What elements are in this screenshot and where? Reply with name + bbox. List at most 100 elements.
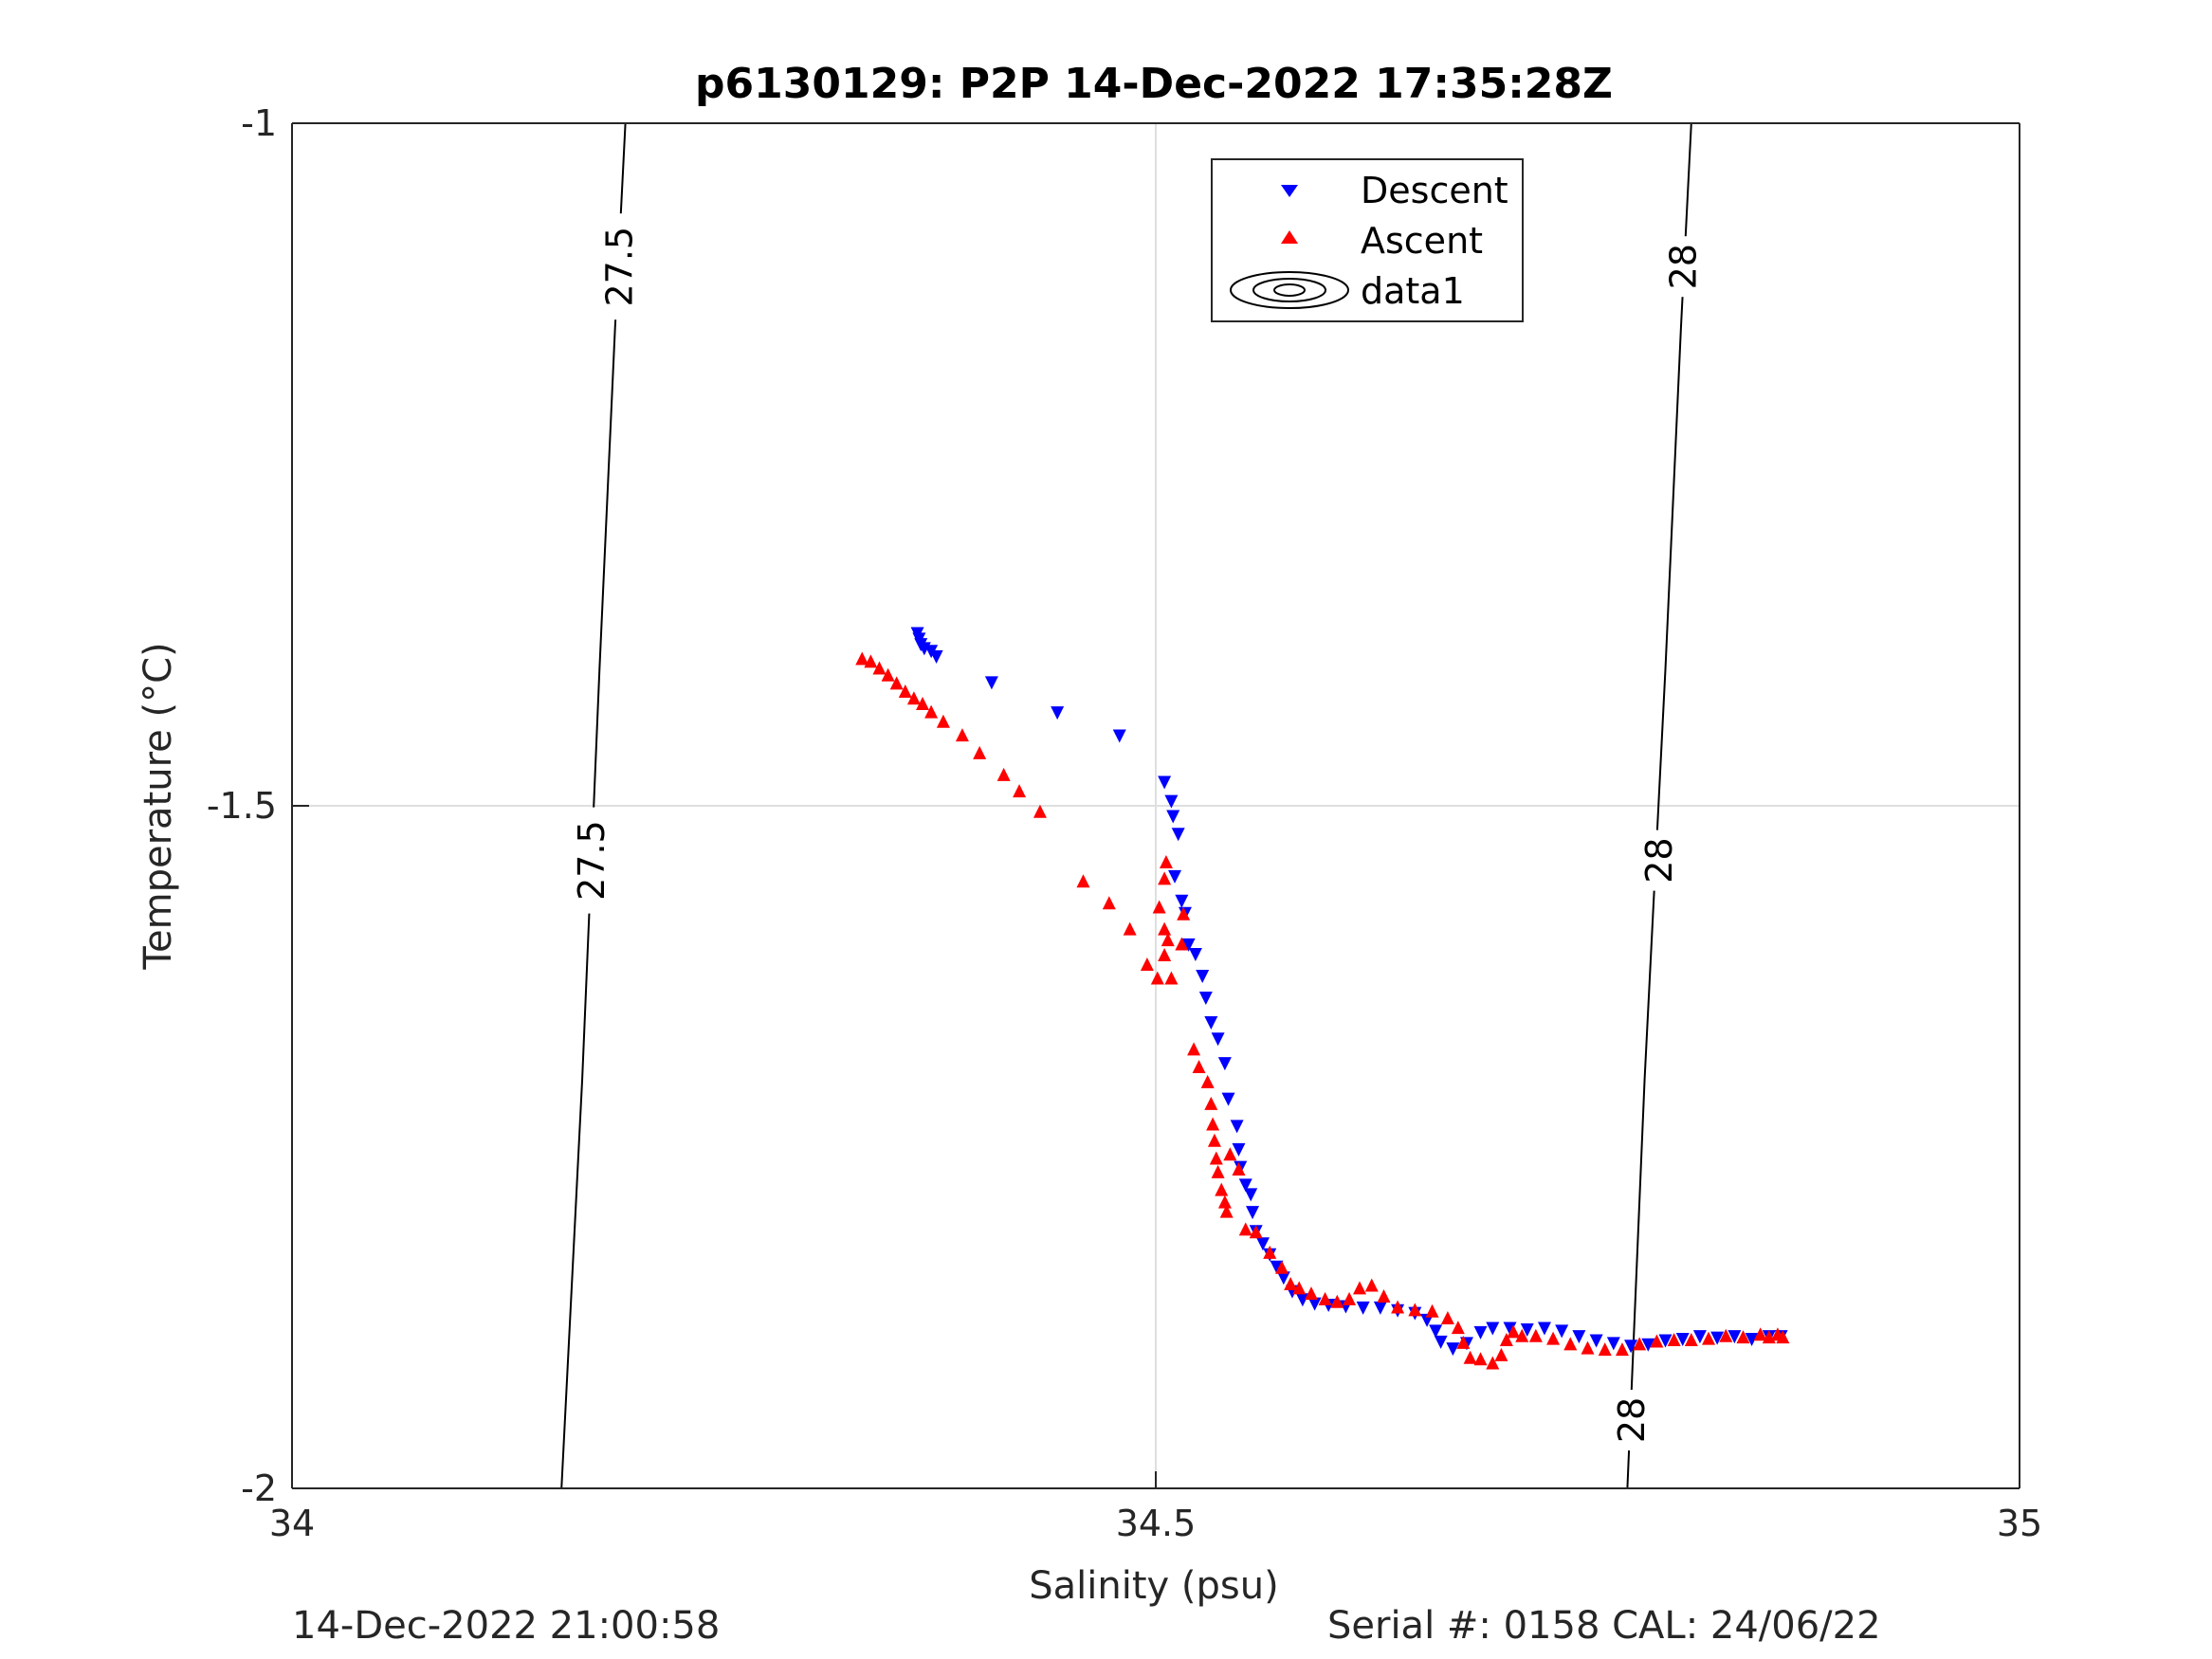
ascent-point-57 <box>1425 1304 1439 1318</box>
descent-point-13 <box>1168 869 1182 884</box>
x-tick-label-1: 34.5 <box>1116 1503 1197 1544</box>
ascent-point-37 <box>1215 1182 1229 1196</box>
ascent-point-36 <box>1211 1164 1225 1178</box>
descent-point-65 <box>1745 1333 1759 1347</box>
ascent-point-84 <box>1776 1330 1790 1344</box>
ascent-point-56 <box>1408 1303 1422 1317</box>
ascent-point-65 <box>1499 1333 1513 1347</box>
ascent-point-34 <box>1207 1133 1221 1147</box>
descent-point-21 <box>1211 1032 1225 1047</box>
ascent-point-17 <box>1123 921 1137 936</box>
descent-point-41 <box>1373 1301 1387 1315</box>
ascent-point-19 <box>1150 971 1164 985</box>
legend-descent-label: Descent <box>1361 170 1508 211</box>
x-tick-label-2: 35 <box>1997 1503 2042 1544</box>
ascent-point-21 <box>1158 871 1172 885</box>
ascent-point-32 <box>1204 1096 1218 1110</box>
descent-point-14 <box>1175 894 1189 908</box>
ascent-point-25 <box>1164 971 1179 985</box>
ascent-point-75 <box>1650 1334 1664 1348</box>
descent-point-16 <box>1181 938 1196 952</box>
ascent-point-33 <box>1206 1117 1220 1131</box>
contour-label-gap-2 <box>1661 236 1704 298</box>
ascent-point-72 <box>1598 1342 1612 1357</box>
ascent-point-60 <box>1456 1335 1471 1349</box>
descent-point-64 <box>1728 1330 1742 1344</box>
descent-point-58 <box>1624 1340 1638 1354</box>
ascent-point-16 <box>1102 896 1116 910</box>
contour-label-4: 28 <box>1611 1397 1653 1443</box>
contour-label-gap-4 <box>1610 1390 1653 1450</box>
legend-contour-icon <box>1230 271 1349 309</box>
contour-label-0: 27.5 <box>598 227 640 307</box>
descent-point-50 <box>1486 1322 1500 1336</box>
ascent-point-13 <box>1013 784 1027 798</box>
descent-point-45 <box>1429 1324 1443 1339</box>
ascent-point-29 <box>1187 1042 1201 1056</box>
ascent-point-23 <box>1158 921 1172 936</box>
descent-point-12 <box>1171 828 1185 842</box>
ascent-point-48 <box>1304 1286 1318 1301</box>
descent-point-40 <box>1356 1301 1370 1315</box>
ascent-point-30 <box>1192 1060 1206 1074</box>
descent-point-52 <box>1520 1322 1534 1337</box>
ascent-point-71 <box>1581 1340 1595 1355</box>
ascent-point-73 <box>1615 1342 1629 1357</box>
ascent-point-24 <box>1161 933 1175 947</box>
x-axis-label: Salinity (psu) <box>1029 1564 1278 1608</box>
ascent-point-46 <box>1284 1277 1298 1290</box>
tick-labels: 34 34.5 35 -1 -1.5 -2 <box>207 102 2042 1544</box>
descent-point-22 <box>1217 1057 1232 1071</box>
ascent-point-68 <box>1528 1328 1543 1342</box>
descent-point-11 <box>1166 810 1180 824</box>
ascent-point-3 <box>881 667 895 682</box>
ascent-point-41 <box>1232 1162 1246 1176</box>
legend-data1-label: data1 <box>1361 270 1465 312</box>
descent-point-54 <box>1555 1324 1569 1339</box>
ascent-point-11 <box>973 745 987 759</box>
ascent-point-61 <box>1463 1350 1477 1364</box>
ascent-point-70 <box>1563 1337 1578 1351</box>
descent-point-18 <box>1196 970 1210 983</box>
descent-point-20 <box>1204 1015 1218 1030</box>
descent-point-31 <box>1255 1237 1270 1251</box>
ascent-point-28 <box>1175 937 1189 951</box>
descent-point-49 <box>1473 1325 1488 1340</box>
descent-point-59 <box>1641 1338 1655 1352</box>
ascent-point-12 <box>996 767 1011 781</box>
legend-box <box>1211 158 1524 322</box>
ascent-point-52 <box>1352 1281 1366 1295</box>
ascent-point-64 <box>1494 1347 1508 1361</box>
y-tick-label-0: -1 <box>241 102 277 144</box>
ascent-point-38 <box>1217 1194 1232 1209</box>
descent-point-24 <box>1230 1120 1244 1134</box>
ascent-point-76 <box>1667 1333 1681 1347</box>
descent-point-55 <box>1572 1330 1586 1344</box>
ascent-point-5 <box>898 684 912 699</box>
ascent-point-15 <box>1076 874 1090 888</box>
contour-label-2: 28 <box>1663 244 1705 289</box>
ascent-point-58 <box>1440 1311 1454 1324</box>
descent-point-23 <box>1221 1092 1235 1106</box>
legend-ascent-marker-icon <box>1281 230 1298 244</box>
descent-point-36 <box>1295 1293 1309 1307</box>
ascent-point-50 <box>1330 1294 1344 1308</box>
ascent-point-22 <box>1159 855 1173 869</box>
ascent-point-1 <box>864 654 878 668</box>
descent-point-9 <box>1158 775 1172 790</box>
ascent-point-79 <box>1719 1328 1733 1342</box>
ascent-point-66 <box>1507 1324 1521 1339</box>
chart-title: p6130129: P2P 14-Dec-2022 17:35:28Z <box>695 60 1613 108</box>
descent-point-61 <box>1675 1333 1690 1347</box>
ascent-point-2 <box>872 661 887 675</box>
ascent-point-51 <box>1343 1291 1357 1305</box>
ascent-point-77 <box>1684 1333 1698 1347</box>
ascent-point-55 <box>1391 1300 1405 1314</box>
descent-point-29 <box>1246 1206 1260 1220</box>
footer-serial-cal: Serial #: 0158 CAL: 24/06/22 <box>1327 1604 1881 1648</box>
contour-label-3: 28 <box>1638 837 1680 883</box>
ascent-point-80 <box>1736 1330 1750 1344</box>
descent-point-47 <box>1446 1342 1460 1357</box>
footer-timestamp: 14-Dec-2022 21:00:58 <box>292 1604 721 1648</box>
